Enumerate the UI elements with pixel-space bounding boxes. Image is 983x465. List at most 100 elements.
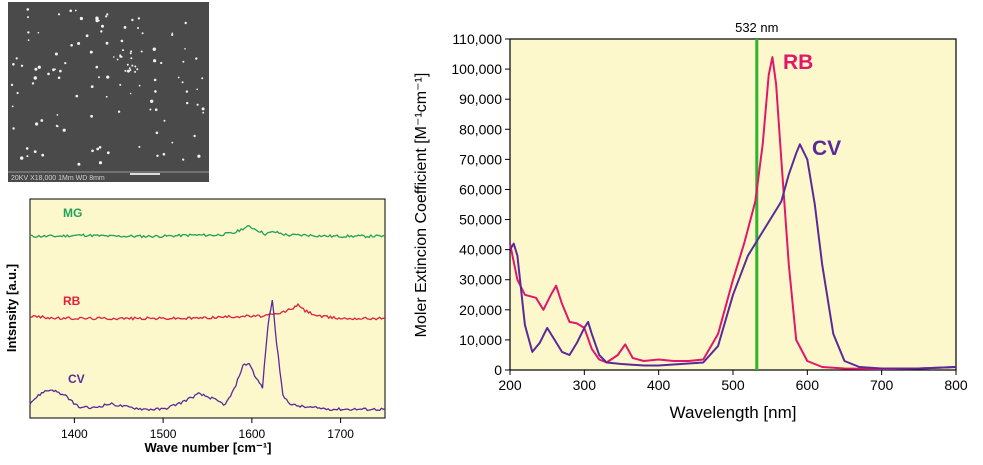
sem-particle (130, 50, 133, 53)
sem-particle (40, 119, 44, 122)
raman-series-rb-line (29, 302, 386, 321)
sem-particle (177, 76, 180, 79)
sem-particle (106, 75, 110, 79)
extinction-x-tick-label: 500 (721, 377, 745, 393)
sem-particle (122, 49, 124, 52)
sem-particle (153, 59, 157, 63)
extinction-y-ticks: 0 10,000 20,000 30,000 40,000 50,000 60,000 70,… (451, 31, 510, 378)
sem-particle (77, 162, 81, 166)
raman-x-tick-label: 1400 (61, 427, 88, 441)
sem-particle (10, 83, 14, 87)
sem-particles (10, 8, 205, 166)
raman-x-ticks: 1400 1500 1600 1700 (61, 418, 354, 441)
sem-particle (201, 77, 204, 80)
sem-particle (181, 81, 184, 84)
sem-particle (74, 9, 77, 12)
sem-particle (41, 153, 45, 157)
extinction-series-group: RB CV (509, 51, 957, 371)
sem-particle (171, 141, 174, 144)
sem-particle (128, 67, 131, 70)
sem-particle (185, 90, 189, 93)
sem-particle (70, 44, 73, 47)
raman-y-axis-label: Intsnsity [a.u.] (4, 264, 19, 352)
extinction-y-tick-label: 50,000 (459, 212, 502, 228)
sem-particle (155, 131, 159, 135)
raman-x-tick-label: 1500 (150, 427, 177, 441)
extinction-series-cv-label: CV (812, 137, 841, 160)
sem-particle (52, 68, 55, 72)
sem-particle (25, 147, 29, 150)
sem-particle (197, 154, 201, 158)
extinction-y-tick-label: 60,000 (459, 181, 502, 197)
sem-particle (184, 48, 186, 50)
extinction-x-tick-label: 300 (573, 377, 597, 393)
sem-particle (47, 72, 50, 76)
extinction-y-tick-label: 20,000 (459, 302, 502, 318)
sem-particle (153, 78, 157, 82)
raman-series-rb-label: RB (63, 294, 81, 308)
extinction-x-tick-label: 600 (796, 377, 820, 393)
sem-particle (131, 64, 134, 67)
sem-particle (113, 56, 115, 58)
extinction-y-tick-label: 40,000 (459, 242, 502, 258)
extinction-x-tick-label: 800 (944, 377, 968, 393)
sem-particle (201, 107, 205, 111)
extinction-y-tick-label: 100,000 (451, 61, 502, 77)
sem-particle (62, 128, 66, 132)
extinction-y-tick-label: 0 (494, 362, 502, 378)
raman-series-mg-label: MG (63, 206, 82, 220)
sem-particle (137, 27, 139, 29)
sem-particle (90, 85, 94, 88)
sem-particle (186, 101, 189, 105)
extinction-x-tick-label: 200 (498, 377, 522, 393)
sem-particle (27, 16, 29, 19)
sem-particle (149, 108, 152, 111)
sem-particle (27, 39, 30, 41)
sem-particle (182, 158, 185, 161)
sem-particle (126, 63, 129, 66)
wavelength-marker-label: 532 nm (735, 20, 778, 35)
sem-particle (106, 13, 109, 16)
sem-particle (196, 103, 199, 106)
sem-particle (64, 62, 67, 65)
sem-particle (96, 147, 100, 151)
sem-particle (79, 16, 83, 21)
sem-micrograph: 20KV X18,000 1Mm WD 8mm (8, 2, 209, 182)
sem-particle (33, 150, 37, 154)
sem-particle (119, 54, 122, 57)
raman-series-mg-line (29, 225, 386, 239)
raman-chart: MG RB CV 1400 1500 1600 1700 Wave number [cm⁻… (4, 198, 386, 455)
sem-particle (31, 82, 35, 85)
extinction-y-tick-label: 30,000 (459, 272, 502, 288)
extinction-y-tick-label: 10,000 (459, 332, 502, 348)
sem-particle (95, 16, 99, 20)
sem-particle (154, 108, 158, 111)
sem-particle (20, 156, 24, 160)
sem-particle (54, 68, 56, 70)
sem-particle (34, 67, 38, 71)
sem-particle (95, 65, 99, 69)
sem-particle (54, 52, 58, 56)
sem-particle (37, 65, 41, 69)
sem-particle (117, 110, 121, 113)
sem-particle (75, 94, 79, 98)
wavelength-marker: 532 nm (735, 20, 778, 370)
sem-particle (171, 33, 174, 36)
sem-particle (130, 57, 133, 60)
sem-particle (138, 145, 141, 148)
sem-particle (11, 105, 14, 108)
sem-particle (196, 88, 198, 91)
sem-particle (140, 50, 143, 53)
sem-particle (120, 39, 124, 43)
extinction-y-tick-label: 90,000 (459, 91, 502, 107)
extinction-y-tick-label: 80,000 (459, 121, 502, 137)
raman-x-tick-label: 1700 (327, 427, 354, 441)
sem-particle (85, 34, 89, 38)
sem-particle (134, 65, 137, 68)
extinction-x-tick-label: 400 (647, 377, 671, 393)
sem-particle (152, 47, 156, 51)
sem-particle (202, 111, 205, 114)
extinction-x-ticks: 200 300 400 500 600 700 800 (498, 370, 968, 393)
sem-particle (90, 114, 93, 118)
raman-series-cv-line (29, 299, 385, 412)
